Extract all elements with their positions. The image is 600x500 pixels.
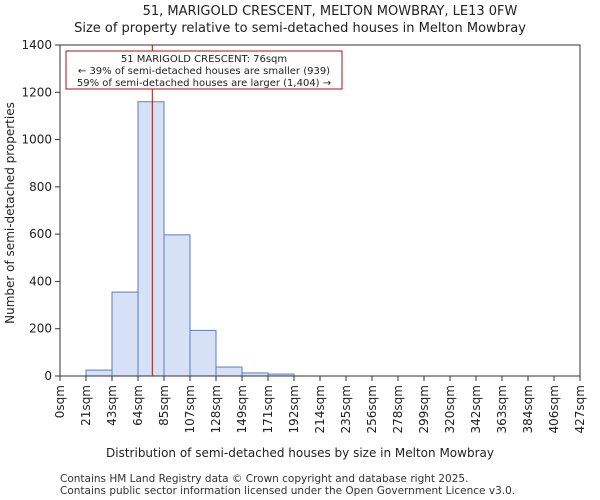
bar-64sqm xyxy=(137,101,165,377)
x-tick-label-363sqm: 363sqm xyxy=(495,385,509,433)
x-tick-label-171sqm: 171sqm xyxy=(261,385,275,433)
y-tick-label-1000: 1000 xyxy=(21,133,52,147)
bar-107sqm xyxy=(189,329,217,377)
x-tick-label-235sqm: 235sqm xyxy=(339,385,353,433)
annotation-line-3: 59% of semi-detached houses are larger (… xyxy=(77,78,331,89)
x-axis-ticks: 0sqm 21sqm 43sqm 64sqm 85sqm 107sqm 128sqm 149s… xyxy=(53,376,587,433)
x-tick-label-0sqm: 0sqm xyxy=(53,385,67,418)
x-tick-label-107sqm: 107sqm xyxy=(183,385,197,433)
bars-group xyxy=(85,101,295,377)
bar-128sqm xyxy=(215,366,243,377)
x-tick-label-85sqm: 85sqm xyxy=(157,385,171,426)
x-tick-label-427sqm: 427sqm xyxy=(573,385,587,433)
chart-title: 51, MARIGOLD CRESCENT, MELTON MOWBRAY, L… xyxy=(143,4,518,19)
bar-43sqm xyxy=(111,291,139,377)
x-tick-label-64sqm: 64sqm xyxy=(131,385,145,426)
x-tick-label-320sqm: 320sqm xyxy=(443,385,457,433)
chart-subtitle: Size of property relative to semi-detach… xyxy=(74,21,526,36)
plot-frame xyxy=(59,44,581,377)
x-axis-label: Distribution of semi-detached houses by … xyxy=(106,446,494,460)
x-tick-label-128sqm: 128sqm xyxy=(209,385,223,433)
y-axis-label: Number of semi-detached properties xyxy=(3,102,17,324)
x-tick-label-149sqm: 149sqm xyxy=(235,385,249,433)
y-tick-label-800: 800 xyxy=(29,180,52,194)
x-tick-label-278sqm: 278sqm xyxy=(391,385,405,433)
y-tick-label-400: 400 xyxy=(29,274,52,288)
footer-licence: Contains public sector information licen… xyxy=(60,485,516,497)
x-tick-label-43sqm: 43sqm xyxy=(105,385,119,426)
y-axis-ticks: 0 200 400 600 800 1000 1200 1400 xyxy=(21,38,60,383)
footer-copyright: Contains HM Land Registry data © Crown c… xyxy=(60,473,469,485)
x-tick-label-192sqm: 192sqm xyxy=(287,385,301,433)
y-tick-label-600: 600 xyxy=(29,227,52,241)
bar-85sqm xyxy=(163,234,191,377)
x-tick-label-299sqm: 299sqm xyxy=(417,385,431,433)
x-tick-label-21sqm: 21sqm xyxy=(79,385,93,426)
x-tick-label-342sqm: 342sqm xyxy=(469,385,483,433)
annotation-frame xyxy=(65,50,343,90)
x-tick-label-406sqm: 406sqm xyxy=(547,385,561,433)
y-tick-label-200: 200 xyxy=(29,322,52,336)
y-tick-label-1400: 1400 xyxy=(21,38,52,52)
y-tick-label-1200: 1200 xyxy=(21,85,52,99)
x-tick-label-256sqm: 256sqm xyxy=(365,385,379,433)
x-tick-label-214sqm: 214sqm xyxy=(313,385,327,433)
annotation-line-1: 51 MARIGOLD CRESCENT: 76sqm xyxy=(121,54,287,65)
chart: 51, MARIGOLD CRESCENT, MELTON MOWBRAY, L… xyxy=(3,4,587,460)
bar-21sqm xyxy=(85,369,113,377)
x-tick-label-384sqm: 384sqm xyxy=(521,385,535,433)
annotation-box: 51 MARIGOLD CRESCENT: 76sqm ← 39% of sem… xyxy=(65,50,343,90)
y-tick-label-0: 0 xyxy=(44,369,52,383)
annotation-line-2: ← 39% of semi-detached houses are smalle… xyxy=(78,66,330,77)
